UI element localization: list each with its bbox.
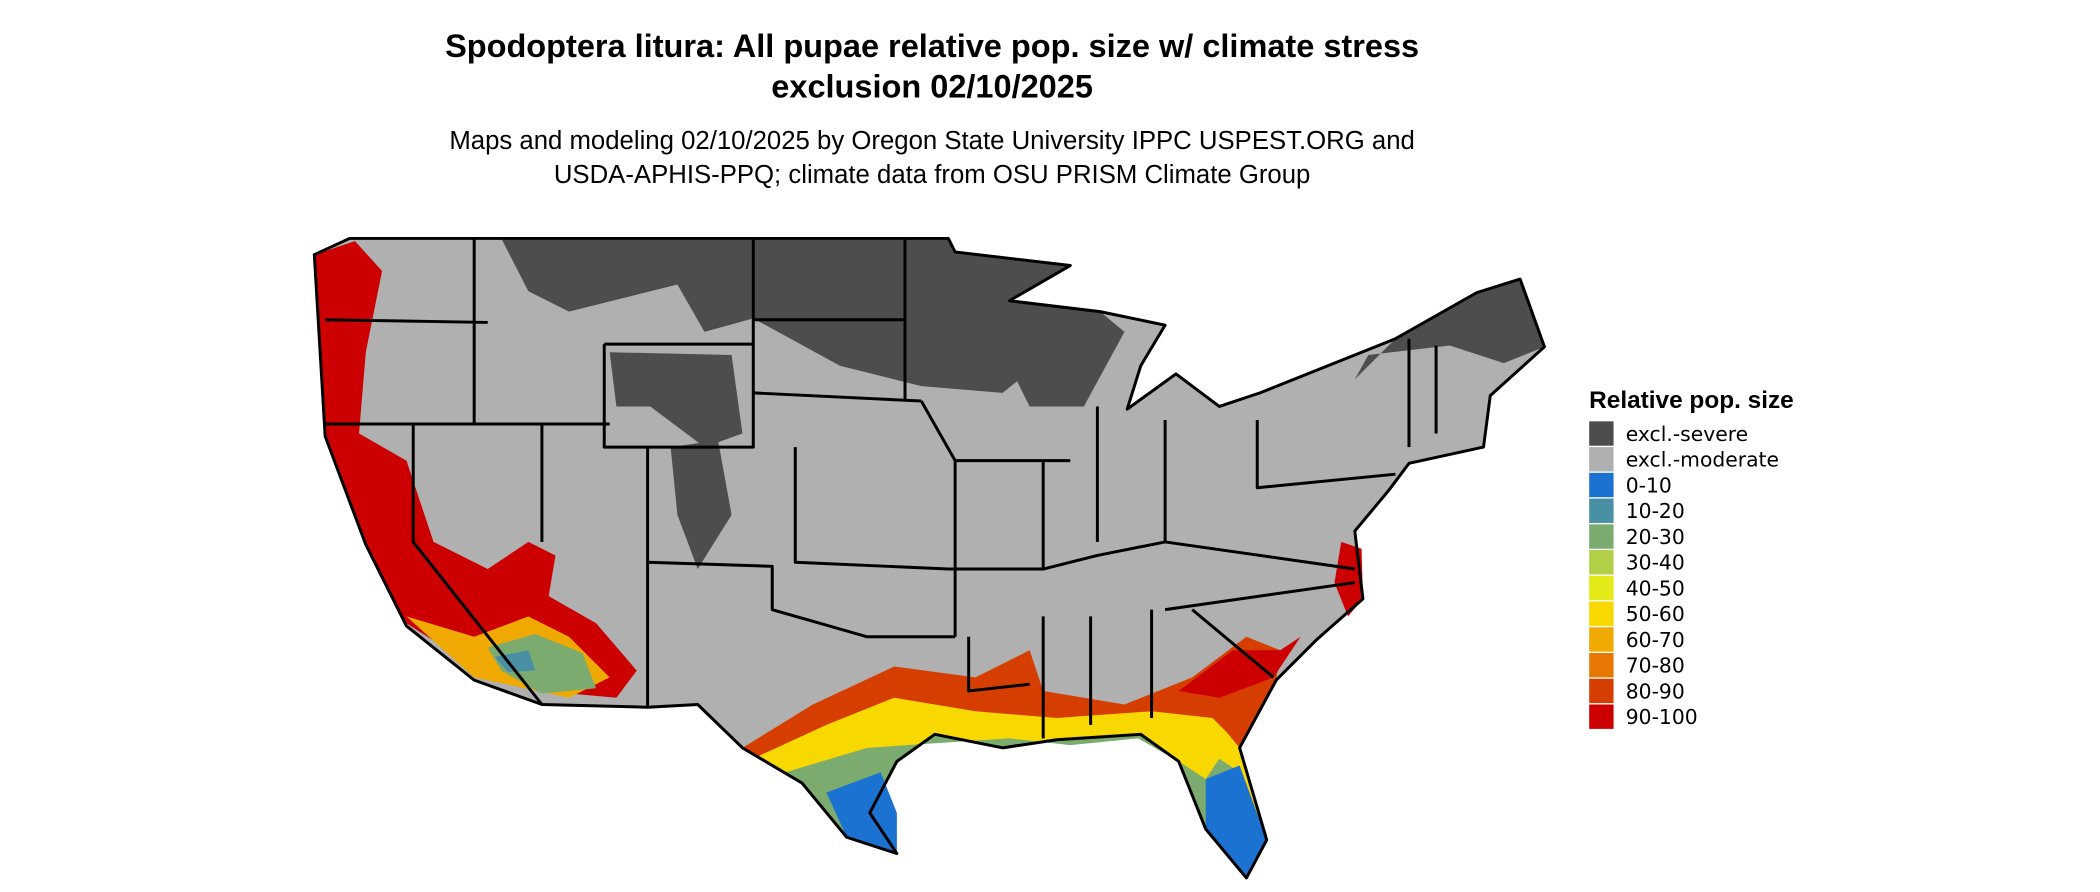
zone xyxy=(1205,765,1267,878)
legend-swatch xyxy=(1589,601,1614,626)
zone xyxy=(1334,541,1363,617)
legend-label: 10-20 xyxy=(1626,499,1685,523)
subtitle-line: Maps and modeling 02/10/2025 by Oregon S… xyxy=(449,127,1415,155)
title-line: Spodoptera litura: All pupae relative po… xyxy=(445,28,1419,64)
legend-label: 0-10 xyxy=(1626,473,1672,497)
legend-swatch xyxy=(1589,498,1614,523)
legend-swatch xyxy=(1589,524,1614,549)
legend-label: excl.-severe xyxy=(1626,422,1748,446)
legend-label: 20-30 xyxy=(1626,525,1685,549)
zone xyxy=(742,636,1281,878)
legend-swatch xyxy=(1589,550,1614,575)
legend-swatch xyxy=(1589,421,1614,446)
zone xyxy=(314,241,637,698)
legend-swatch xyxy=(1589,653,1614,678)
legend-label: 30-40 xyxy=(1626,551,1685,575)
legend-label: 80-90 xyxy=(1626,679,1685,703)
legend-swatch xyxy=(1589,575,1614,601)
legend-swatch xyxy=(1589,704,1614,729)
legend-label: 50-60 xyxy=(1626,602,1685,626)
legend-label: excl.-moderate xyxy=(1626,448,1779,472)
severe-region xyxy=(501,238,754,332)
legend-label: 70-80 xyxy=(1626,654,1685,678)
legend: Relative pop. size excl.-severeexcl.-mod… xyxy=(1589,387,1794,729)
zone xyxy=(487,634,597,694)
legend-title: Relative pop. size xyxy=(1589,387,1794,414)
legend-label: 90-100 xyxy=(1626,705,1698,729)
subtitle-line: USDA-APHIS-PPQ; climate data from OSU PR… xyxy=(554,161,1311,189)
legend-label: 40-50 xyxy=(1626,576,1685,600)
severe-region xyxy=(1354,279,1545,380)
severe-region xyxy=(670,440,732,570)
legend-swatch xyxy=(1589,447,1614,472)
map xyxy=(314,238,1545,878)
state-borders xyxy=(312,236,1546,880)
zone xyxy=(758,697,1267,878)
severe-region xyxy=(609,352,743,448)
title-line: exclusion 02/10/2025 xyxy=(771,69,1093,105)
legend-label: 60-70 xyxy=(1626,628,1685,652)
legend-swatch xyxy=(1589,472,1614,498)
legend-swatch xyxy=(1589,678,1614,704)
zone xyxy=(1178,636,1301,698)
figure: Spodoptera litura: All pupae relative po… xyxy=(312,28,1794,880)
severe-region xyxy=(1002,300,1125,407)
legend-swatch xyxy=(1589,627,1614,652)
